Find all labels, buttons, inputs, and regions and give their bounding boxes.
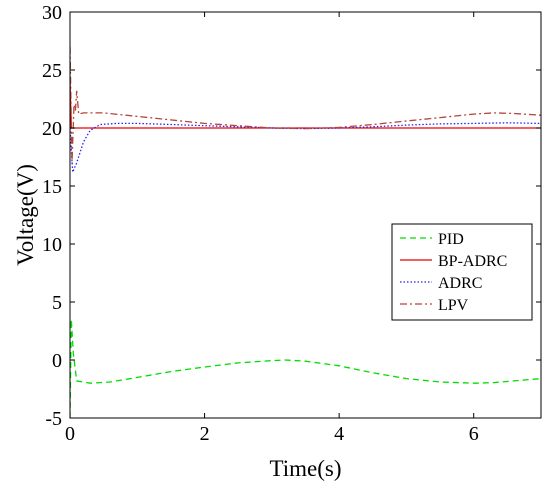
x-tick-label: 4 <box>334 423 344 445</box>
x-tick-label: 2 <box>200 423 210 445</box>
legend-label: ADRC <box>438 275 482 292</box>
series-line-lpv <box>70 46 541 163</box>
y-tick-label: 10 <box>42 234 62 256</box>
plot-frame <box>69 11 542 419</box>
y-tick-label: 5 <box>52 292 62 314</box>
y-axis-label: Voltage(V) <box>13 164 38 266</box>
x-tick-label: 6 <box>469 423 479 445</box>
legend-label: PID <box>438 231 464 248</box>
legend-label: BP-ADRC <box>438 253 507 270</box>
y-tick-label: 0 <box>52 350 62 372</box>
legend-label: LPV <box>438 297 469 314</box>
y-tick-label: 30 <box>42 2 62 24</box>
legend: PID BP-ADRC ADRC LPV <box>391 223 533 321</box>
y-tick-label: -5 <box>45 408 62 430</box>
x-tick-label: 0 <box>65 423 75 445</box>
x-axis-label: Time(s) <box>270 456 342 481</box>
y-tick-label: 15 <box>42 176 62 198</box>
y-tick-label: 25 <box>42 60 62 82</box>
y-tick-label: 20 <box>42 118 62 140</box>
series-line-pid <box>70 319 541 418</box>
